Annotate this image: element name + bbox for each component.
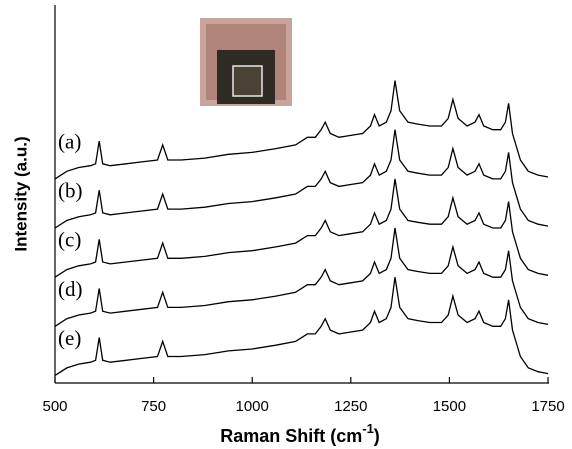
series-label: (a) <box>58 129 81 153</box>
series-label: (b) <box>58 179 83 203</box>
series-label: (e) <box>58 326 81 350</box>
spectrum-line <box>54 227 549 327</box>
x-axis-label-main: Raman Shift (cm <box>220 426 362 446</box>
series-label: (d) <box>58 277 83 301</box>
spectrum-line <box>54 277 549 376</box>
x-axis-label: Raman Shift (cm-1) <box>220 421 380 445</box>
spectrum-line <box>54 129 549 229</box>
x-tick-label: 1250 <box>334 398 367 415</box>
y-axis-label: Intensity (a.u.) <box>11 136 30 251</box>
x-axis-label-end: ) <box>374 426 380 446</box>
x-tick-label: 1500 <box>433 398 466 415</box>
x-axis-label-sup: -1 <box>362 421 374 436</box>
x-tick-label: 750 <box>141 398 166 415</box>
inset-area <box>232 65 263 97</box>
x-tick-label: 1750 <box>531 398 564 415</box>
series-label: (c) <box>58 228 81 252</box>
x-tick-label: 500 <box>42 398 67 415</box>
spectrum-line <box>54 178 549 278</box>
x-tick-label: 1000 <box>236 398 269 415</box>
spectrum-line <box>54 80 549 180</box>
inset-photo <box>200 18 292 106</box>
